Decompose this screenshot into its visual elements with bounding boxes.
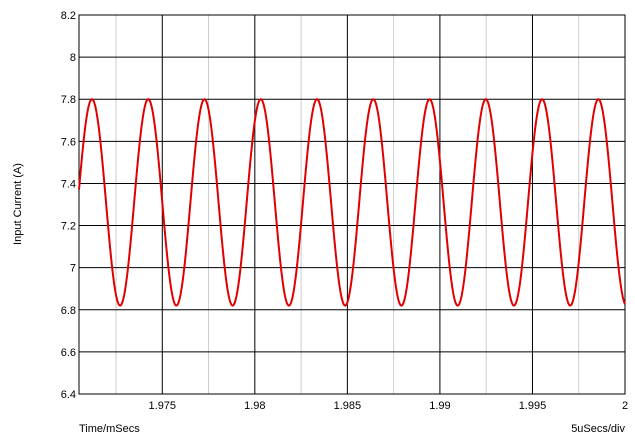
y-tick-label: 6.6 xyxy=(61,347,76,359)
plot-frame xyxy=(78,14,626,395)
y-axis-label: Input Current (A) xyxy=(12,163,24,245)
y-tick-label: 8.2 xyxy=(61,10,76,22)
scale-note: 5uSecs/div xyxy=(571,423,625,435)
y-tick-label: 7 xyxy=(70,263,76,275)
x-axis-label: Time/mSecs xyxy=(79,423,140,435)
y-tick-labels: 6.4 6.6 6.8 7 7.2 7.4 7.6 7.8 8 8.2 xyxy=(61,10,76,401)
plot-background xyxy=(79,15,625,394)
series-line xyxy=(78,98,626,307)
y-tick-label: 7.6 xyxy=(61,136,76,148)
x-tick-label: 1.985 xyxy=(334,400,362,412)
y-tick-label: 7.8 xyxy=(61,94,76,106)
y-tick-label: 6.4 xyxy=(61,389,76,401)
x-tick-label: 1.99 xyxy=(429,400,450,412)
y-tick-label: 7.2 xyxy=(61,221,76,233)
x-tick-label: 1.995 xyxy=(519,400,547,412)
x-tick-label: 1.975 xyxy=(149,400,177,412)
y-tick-label: 7.4 xyxy=(61,178,76,190)
x-tick-label: 1.98 xyxy=(244,400,265,412)
minor-gridlines xyxy=(115,15,580,394)
x-tick-labels: 1.975 1.98 1.985 1.99 1.995 2 xyxy=(149,400,629,412)
y-tick-label: 6.8 xyxy=(61,305,76,317)
y-tick-label: 8 xyxy=(70,52,76,64)
x-tick-label: 2 xyxy=(622,400,628,412)
